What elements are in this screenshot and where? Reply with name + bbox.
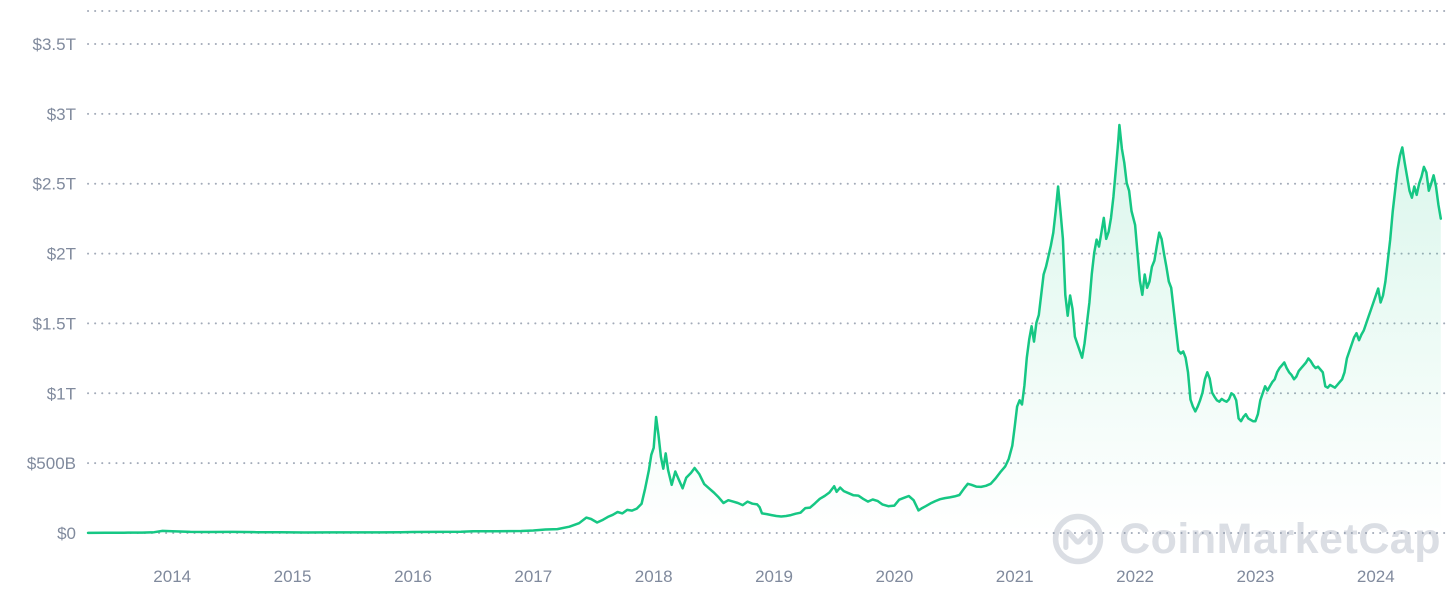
x-axis: 2014 2015 2016 2017 2018 2019 2020 2021 2022 2023… [153, 567, 1394, 586]
x-axis-label: 2021 [996, 567, 1034, 586]
x-axis-label: 2017 [514, 567, 552, 586]
x-axis-label: 2018 [635, 567, 673, 586]
y-axis-label: $1T [47, 384, 76, 403]
x-axis-label: 2024 [1357, 567, 1395, 586]
x-axis-label: 2022 [1116, 567, 1154, 586]
y-axis-label: $2.5T [33, 175, 76, 194]
x-axis-label: 2015 [274, 567, 312, 586]
x-axis-label: 2020 [875, 567, 913, 586]
x-axis-label: 2016 [394, 567, 432, 586]
y-axis-label: $3T [47, 105, 76, 124]
x-axis-label: 2014 [153, 567, 191, 586]
y-axis-label: $0 [57, 524, 76, 543]
y-axis: $3.5T $3T $2.5T $2T $1.5T $1T $500B $0 [27, 35, 76, 543]
x-axis-label: 2023 [1236, 567, 1274, 586]
y-axis-label: $2T [47, 245, 76, 264]
market-cap-line[interactable] [86, 123, 1443, 535]
y-axis-label: $500B [27, 454, 76, 473]
y-axis-label: $1.5T [33, 314, 76, 333]
market-cap-area [88, 125, 1441, 533]
x-axis-label: 2019 [755, 567, 793, 586]
y-axis-label: $3.5T [33, 35, 76, 54]
